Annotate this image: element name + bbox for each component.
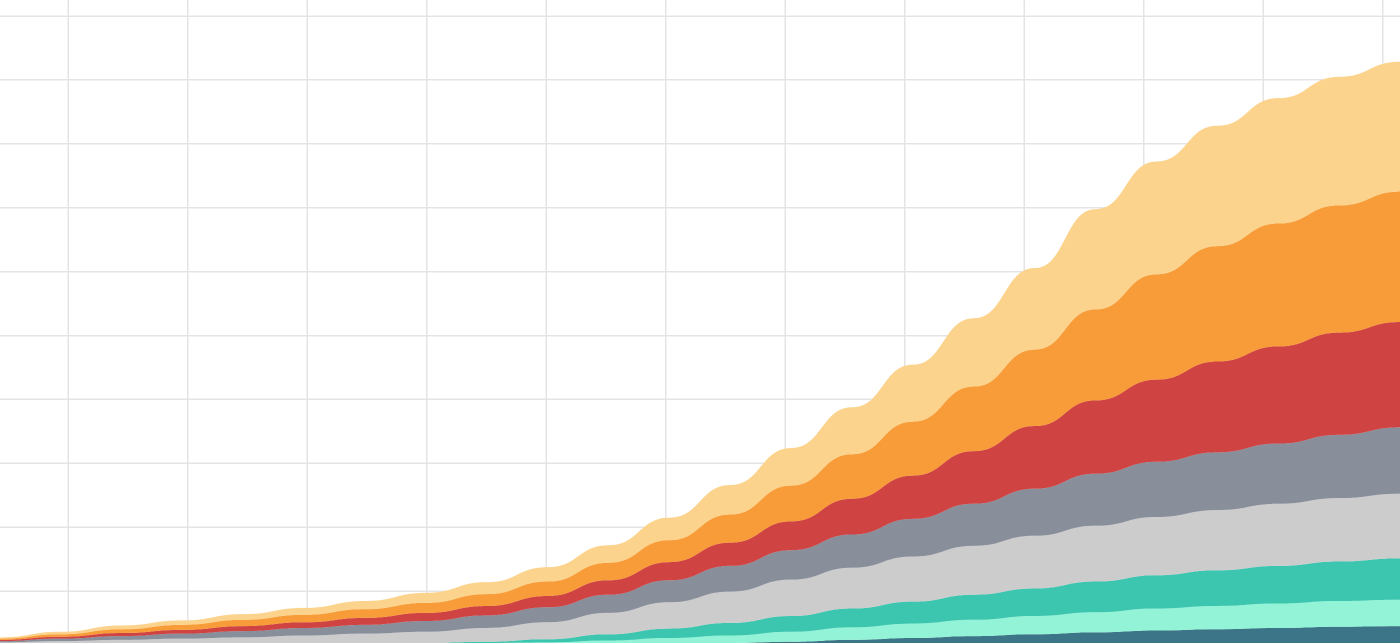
area-series-2 (0, 599, 1400, 643)
area-series-3 (0, 558, 1400, 643)
area-series-6 (0, 321, 1400, 642)
area-series-1 (0, 626, 1400, 643)
area-series-7 (0, 191, 1400, 640)
area-series-4 (0, 493, 1400, 643)
area-series-group (0, 61, 1400, 643)
area-series-8 (0, 61, 1400, 639)
area-series-5 (0, 427, 1400, 643)
